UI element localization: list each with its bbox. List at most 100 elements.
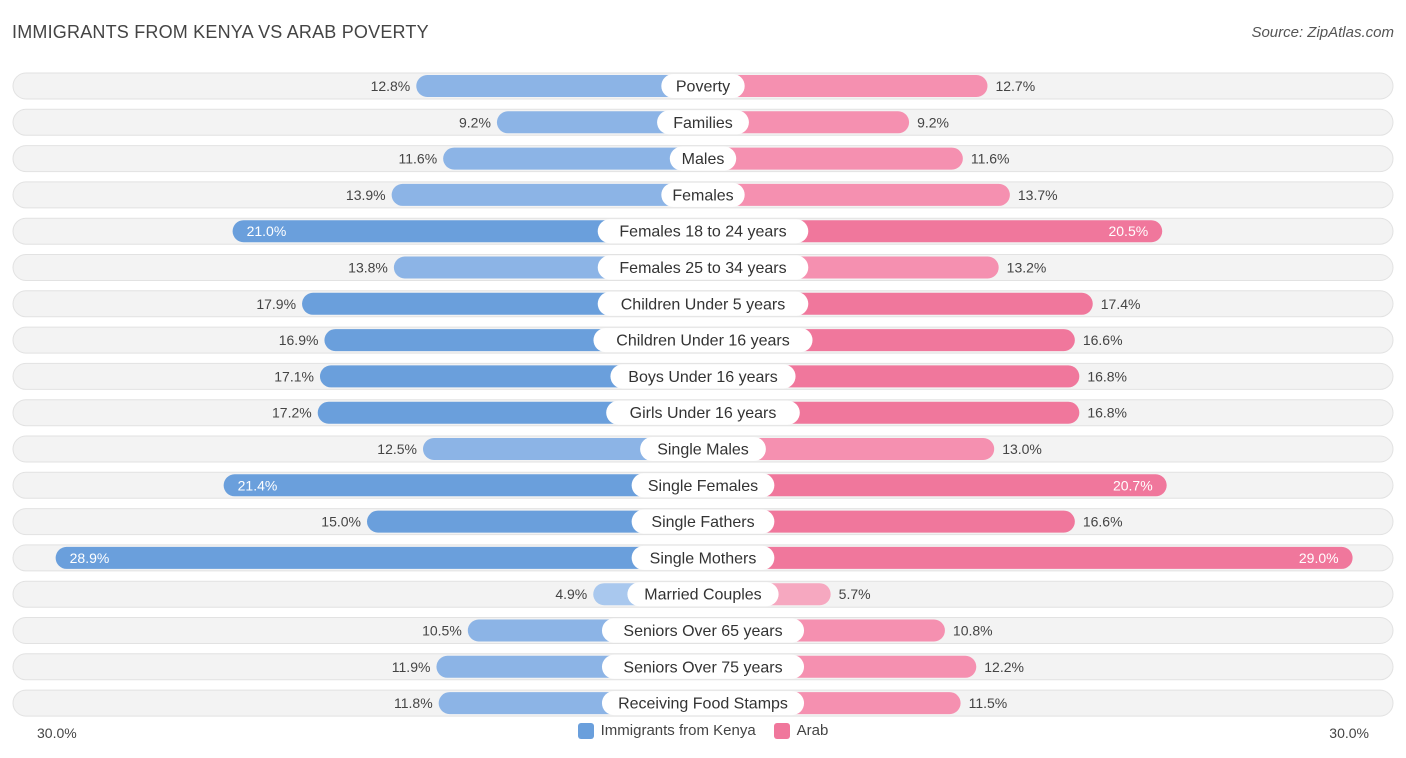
axis-right-label: 30.0% <box>1329 725 1369 741</box>
row-16: Seniors Over 75 years 11.9% 12.2% <box>12 653 1394 681</box>
value-label-kenya: 12.8% <box>371 78 411 94</box>
value-label-arab: 29.0% <box>1299 550 1339 566</box>
legend-swatch-kenya <box>577 722 594 739</box>
value-label-arab: 16.6% <box>1083 514 1123 530</box>
row-11: Single Females 21.4% 20.7% <box>12 471 1394 499</box>
category-label: Families <box>673 115 733 132</box>
category-pill <box>627 582 779 607</box>
category-label: Single Fathers <box>651 514 754 531</box>
category-pill <box>606 400 800 425</box>
category-pill <box>601 618 805 643</box>
row-1: Families 9.2% 9.2% <box>12 108 1394 136</box>
row-6: Children Under 5 years 17.9% 17.4% <box>12 290 1394 318</box>
row-7: Children Under 16 years 16.9% 16.6% <box>12 326 1394 354</box>
value-label-arab: 13.0% <box>1002 441 1042 457</box>
category-label: Females 18 to 24 years <box>619 224 786 241</box>
legend-label-arab: Arab <box>796 722 829 739</box>
bar-arab[interactable] <box>692 147 963 170</box>
legend-item-kenya[interactable]: Immigrants from Kenya <box>577 722 756 739</box>
value-label-arab: 20.7% <box>1113 477 1153 493</box>
legend-label-kenya: Immigrants from Kenya <box>600 722 756 739</box>
value-label-kenya: 10.5% <box>422 623 462 639</box>
bar-arab[interactable] <box>692 438 995 460</box>
bar-arab[interactable] <box>692 546 1353 569</box>
value-label-arab: 12.7% <box>995 78 1035 94</box>
category-label: Children Under 16 years <box>616 333 789 350</box>
value-label-arab: 13.2% <box>1007 260 1047 276</box>
bar-kenya[interactable] <box>55 546 714 569</box>
value-label-kenya: 4.9% <box>555 586 587 602</box>
row-17: Receiving Food Stamps 11.8% 11.5% <box>12 689 1394 717</box>
bar-arab[interactable] <box>692 474 1167 497</box>
bar-kenya[interactable] <box>443 147 714 170</box>
category-pill <box>597 291 809 316</box>
row-8: Boys Under 16 years 17.1% 16.8% <box>12 362 1394 390</box>
row-14: Married Couples 4.9% 5.7% <box>12 580 1394 608</box>
category-pill <box>593 328 813 353</box>
value-label-kenya: 21.0% <box>247 223 287 239</box>
value-label-arab: 17.4% <box>1101 296 1141 312</box>
category-pill <box>661 182 745 207</box>
chart-title: IMMIGRANTS FROM KENYA VS ARAB POVERTY <box>12 22 429 42</box>
value-label-kenya: 11.9% <box>392 659 431 675</box>
category-label: Boys Under 16 years <box>628 369 777 386</box>
value-label-kenya: 12.5% <box>377 441 417 457</box>
category-pill <box>640 437 766 461</box>
value-label-arab: 12.2% <box>984 659 1024 675</box>
value-label-kenya: 13.8% <box>348 260 388 276</box>
source-label: Source: ZipAtlas.com <box>1251 24 1394 41</box>
row-12: Single Fathers 15.0% 16.6% <box>12 508 1394 536</box>
category-pill <box>597 219 809 244</box>
category-label: Children Under 5 years <box>621 296 786 313</box>
category-label: Seniors Over 75 years <box>623 659 782 676</box>
value-label-arab: 5.7% <box>839 586 871 602</box>
category-pill <box>631 545 775 570</box>
category-label: Receiving Food Stamps <box>618 696 788 713</box>
category-label: Males <box>682 151 725 168</box>
value-label-arab: 13.7% <box>1018 187 1058 203</box>
category-pill <box>601 654 805 679</box>
value-label-kenya: 11.6% <box>398 151 437 167</box>
bar-kenya[interactable] <box>423 438 714 460</box>
value-label-kenya: 16.9% <box>279 332 319 348</box>
value-label-kenya: 28.9% <box>70 550 110 566</box>
legend-item-arab[interactable]: Arab <box>773 722 829 739</box>
bar-kenya[interactable] <box>367 510 714 533</box>
bar-kenya[interactable] <box>223 474 714 497</box>
bar-arab[interactable] <box>692 75 988 97</box>
value-label-kenya: 15.0% <box>321 514 361 530</box>
axis-left-label: 30.0% <box>37 725 77 741</box>
value-label-kenya: 17.1% <box>274 368 314 384</box>
row-2: Males 11.6% 11.6% <box>12 145 1394 173</box>
legend-swatch-arab <box>773 722 790 739</box>
value-label-kenya: 17.9% <box>256 296 296 312</box>
category-label: Girls Under 16 years <box>630 405 777 422</box>
category-label: Single Males <box>657 442 749 459</box>
bar-kenya[interactable] <box>416 75 714 97</box>
bar-kenya[interactable] <box>391 183 714 206</box>
category-label: Poverty <box>676 79 730 96</box>
value-label-kenya: 17.2% <box>272 405 312 421</box>
value-label-arab: 16.8% <box>1087 368 1127 384</box>
category-label: Females <box>672 187 733 204</box>
bar-arab[interactable] <box>692 220 1163 243</box>
value-label-kenya: 13.9% <box>346 187 386 203</box>
category-pill <box>631 473 775 498</box>
row-9: Girls Under 16 years 17.2% 16.8% <box>12 399 1394 427</box>
row-3: Females 13.9% 13.7% <box>12 181 1394 209</box>
row-0: Poverty 12.8% 12.7% <box>12 72 1394 100</box>
row-15: Seniors Over 65 years 10.5% 10.8% <box>12 617 1394 644</box>
bar-kenya[interactable] <box>232 220 714 243</box>
bar-arab[interactable] <box>692 510 1075 533</box>
value-label-arab: 10.8% <box>953 623 993 639</box>
bar-arab[interactable] <box>692 183 1010 206</box>
category-label: Females 25 to 34 years <box>619 260 786 277</box>
value-label-arab: 11.6% <box>971 151 1010 167</box>
value-label-kenya: 21.4% <box>238 477 278 493</box>
value-label-arab: 16.6% <box>1083 332 1123 348</box>
value-label-arab: 9.2% <box>917 114 949 130</box>
row-13: Single Mothers 28.9% 29.0% <box>12 544 1394 572</box>
legend: Immigrants from Kenya Arab <box>0 722 1406 739</box>
row-4: Females 18 to 24 years 21.0% 20.5% <box>12 217 1394 245</box>
